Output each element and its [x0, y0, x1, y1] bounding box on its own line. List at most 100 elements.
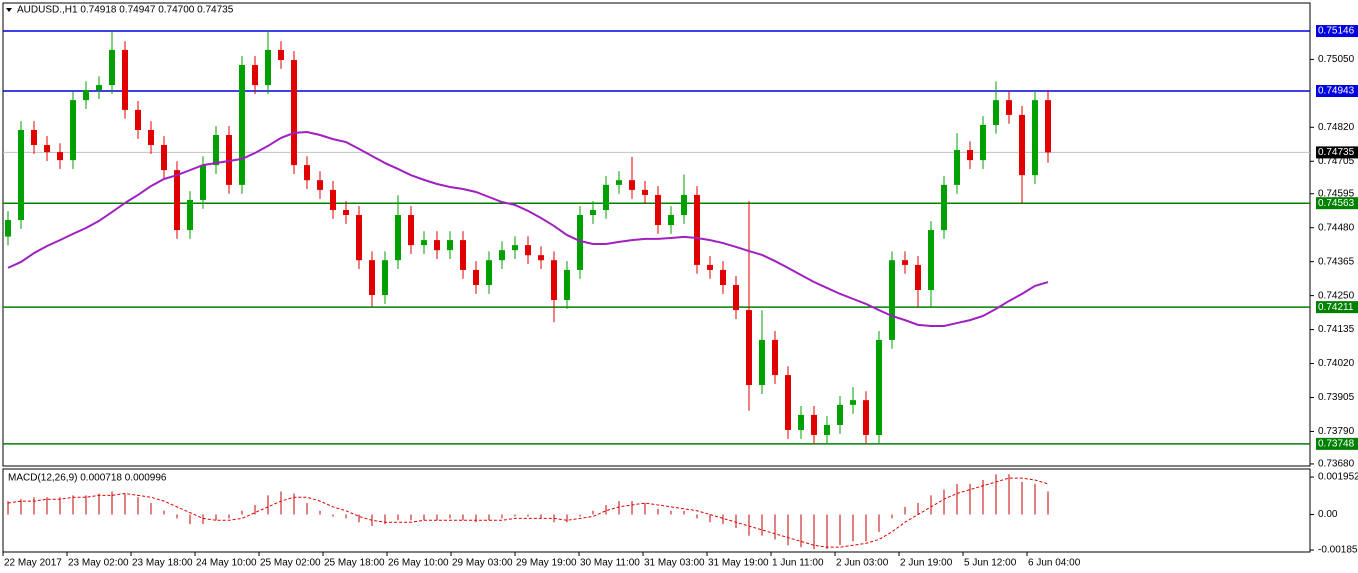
menu-arrow[interactable] [6, 8, 12, 12]
candle-body [447, 240, 453, 251]
candle-body [1019, 114, 1025, 176]
candle-body [889, 260, 895, 340]
x-tick-label: 31 May 03:00 [644, 558, 705, 569]
level-label-box [1316, 25, 1358, 38]
macd-panel [2, 468, 1311, 553]
level-label: 0.74563 [1318, 198, 1355, 209]
signal-line [7, 477, 1049, 548]
candle-body [57, 152, 63, 161]
x-tick-label: 23 May 02:00 [68, 558, 129, 569]
candle-body [31, 129, 37, 146]
candle-body [655, 194, 661, 226]
x-tick-label: 24 May 10:00 [196, 558, 257, 569]
x-tick-label: 2 Jun 03:00 [836, 558, 889, 569]
candle-body [746, 310, 752, 386]
chart-title: AUDUSD.,H1 0.74918 0.74947 0.74700 0.747… [17, 5, 234, 16]
candle-body [824, 424, 830, 435]
candle-body [863, 400, 869, 435]
y-tick-label: 0.74480 [1318, 222, 1355, 233]
candle-body [577, 215, 583, 270]
candle-body [317, 180, 323, 190]
y-tick-label: 0.74820 [1318, 122, 1355, 133]
y-tick-label: 0.74020 [1318, 358, 1355, 369]
candle-body [265, 49, 271, 86]
candle-body [70, 100, 76, 161]
candle-body [798, 414, 804, 430]
candle-body [629, 180, 635, 190]
x-tick-label: 2 Jun 19:00 [900, 558, 953, 569]
candle-body [1006, 100, 1012, 115]
y-tick-label: 0.74705 [1318, 156, 1355, 167]
current-price-label: 0.74735 [1318, 147, 1355, 158]
x-tick-label: 29 May 03:00 [452, 558, 513, 569]
candle-body [668, 215, 674, 226]
candle-body [395, 215, 401, 261]
y-tick-label: 0.73905 [1318, 392, 1355, 403]
candle-body [642, 189, 648, 195]
x-tick-label: 6 Jun 04:00 [1028, 558, 1081, 569]
candle-body [434, 240, 440, 251]
candle-body [512, 245, 518, 251]
x-tick-label: 26 May 10:00 [388, 558, 449, 569]
y-tick-label: 0.74250 [1318, 290, 1355, 301]
x-tick-label: 25 May 02:00 [260, 558, 321, 569]
candle-body [733, 284, 739, 311]
candle-body [408, 215, 414, 246]
candle-body [928, 230, 934, 291]
macd-title: MACD(12,26,9) 0.000718 0.000996 [8, 473, 167, 484]
x-tick-label: 25 May 18:00 [324, 558, 385, 569]
level-label: 0.75146 [1318, 26, 1355, 37]
level-label-box [1316, 197, 1358, 210]
candle-body [174, 170, 180, 231]
y-tick-label: 0.74595 [1318, 188, 1355, 199]
y-tick-label: 0.75050 [1318, 54, 1355, 65]
candle-body [44, 145, 50, 153]
candle-body [486, 260, 492, 285]
level-label-box [1316, 437, 1358, 450]
candle-body [1032, 100, 1038, 176]
candle-body [902, 260, 908, 265]
candle-body [83, 90, 89, 101]
candle-body [980, 124, 986, 161]
candle-body [5, 220, 11, 237]
y-tick-label: 0.001952 [1318, 472, 1358, 483]
y-tick-label: -0.00185 [1318, 545, 1358, 556]
candle-body [772, 339, 778, 376]
candle-body [148, 129, 154, 146]
candle-body [876, 339, 882, 435]
x-tick-label: 22 May 2017 [4, 558, 62, 569]
candle-body [330, 189, 336, 210]
main-panel [2, 2, 1311, 467]
current-price-box [1316, 146, 1358, 159]
candle-body [187, 199, 193, 231]
level-label: 0.74943 [1318, 86, 1355, 97]
y-tick-label: 0.73790 [1318, 426, 1355, 437]
candle-body [1045, 100, 1051, 153]
candle-body [356, 215, 362, 261]
level-label-box [1316, 301, 1358, 314]
candle-body [941, 184, 947, 231]
candle-body [304, 165, 310, 181]
candle-body [915, 264, 921, 291]
y-tick-label: 0.74365 [1318, 256, 1355, 267]
y-tick-label: 0.73680 [1318, 459, 1355, 470]
level-label: 0.74211 [1318, 302, 1354, 313]
level-label: 0.73748 [1318, 438, 1355, 449]
y-tick-label: 0.00 [1318, 509, 1338, 520]
moving-average [7, 131, 1049, 328]
candle-body [616, 180, 622, 185]
candle-body [473, 269, 479, 285]
x-tick-label: 5 Jun 12:00 [964, 558, 1017, 569]
x-tick-label: 23 May 18:00 [132, 558, 193, 569]
candle-body [226, 134, 232, 185]
candle-body [551, 260, 557, 301]
candle-body [96, 85, 102, 91]
candle-body [603, 184, 609, 210]
x-tick-label: 1 Jun 11:00 [772, 558, 824, 569]
candle-body [694, 194, 700, 265]
candle-body [538, 255, 544, 261]
candle-body [499, 250, 505, 261]
candle-body [109, 49, 115, 86]
candle-body [382, 260, 388, 296]
